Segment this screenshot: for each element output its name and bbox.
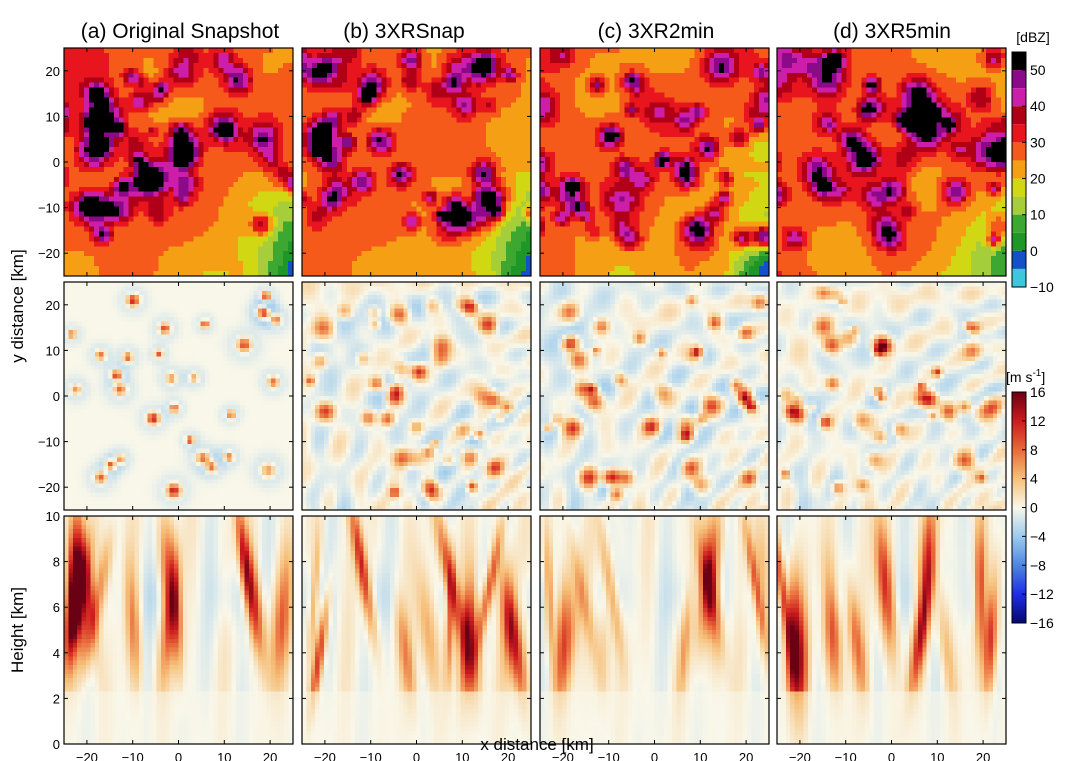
y-tick-label: −10 xyxy=(38,435,60,450)
panel-vertical-velocity-plan-3 xyxy=(540,282,770,511)
y-tick-label: −10 xyxy=(38,201,60,216)
panel-reflectivity-2 xyxy=(302,48,532,277)
panel-vertical-velocity-plan-1: 20 10 0 −10 −20 xyxy=(38,282,294,511)
colorbar-tick-label: 20 xyxy=(1030,171,1046,187)
colorbar-tick-label: 0 xyxy=(1030,500,1038,516)
colorbar-band xyxy=(1012,197,1026,215)
x-tick-label: −20 xyxy=(789,750,811,761)
colorbar-band xyxy=(1012,160,1026,178)
x-tick-label: −10 xyxy=(360,750,382,761)
x-tick-label: 10 xyxy=(455,750,469,761)
y-tick-label: 20 xyxy=(46,64,60,79)
panel-titles: (a) Original Snapshot (b) 3XRSnap (c) 3XR2… xyxy=(81,20,951,43)
panel-title: (a) Original Snapshot xyxy=(81,20,280,43)
y-tick-label: −20 xyxy=(38,480,60,495)
y-tick-label: 10 xyxy=(46,509,60,524)
colorbar-tick-label: 8 xyxy=(1030,442,1038,458)
panel-title: (b) 3XRSnap xyxy=(343,20,464,43)
colorbar-band xyxy=(1012,215,1026,233)
colorbar-band xyxy=(1012,52,1026,70)
panel-vertical-velocity-section-2: −20 −10 0 10 20 xyxy=(302,516,532,761)
y-tick-label: 6 xyxy=(53,600,60,615)
colorbar-tick-label: −10 xyxy=(1030,279,1054,295)
panel-title: (c) 3XR2min xyxy=(598,20,715,43)
panel-reflectivity-4 xyxy=(777,48,1007,277)
reflectivity-colorbar: 50 40 30 20 10 0 −10 [dBZ] xyxy=(1012,29,1054,295)
colorbar-band xyxy=(1012,269,1026,287)
x-tick-label: −10 xyxy=(598,750,620,761)
x-tick-label: −20 xyxy=(314,750,336,761)
y-tick-label: 8 xyxy=(53,555,60,570)
y-axis-label: Height [km] xyxy=(8,587,27,673)
colorbar-band xyxy=(1012,88,1026,106)
y-tick-label: 10 xyxy=(46,109,60,124)
colorbar-band xyxy=(1012,124,1026,142)
x-tick-label: 10 xyxy=(930,750,944,761)
colorbar-tick-label: 16 xyxy=(1030,384,1046,400)
panel-title: (d) 3XR5min xyxy=(833,20,951,43)
panel-vertical-velocity-plan-2 xyxy=(302,282,532,511)
panel-vertical-velocity-section-4: −20 −10 0 10 20 xyxy=(777,516,1007,761)
colorbar-unit: [dBZ] xyxy=(1016,29,1049,45)
x-tick-label: 0 xyxy=(888,750,895,761)
colorbar-tick-label: −12 xyxy=(1030,586,1054,602)
x-tick-label: 20 xyxy=(739,750,753,761)
colorbar-band xyxy=(1012,70,1026,88)
x-tick-label: −10 xyxy=(835,750,857,761)
colorbar-tick-label: 0 xyxy=(1030,243,1038,259)
colorbar-band xyxy=(1012,233,1026,251)
colorbar-band xyxy=(1012,179,1026,197)
colorbar-tick-label: 50 xyxy=(1030,62,1046,78)
x-tick-label: −20 xyxy=(76,750,98,761)
x-tick-label: 0 xyxy=(175,750,182,761)
y-axis-label: y distance [km] xyxy=(8,249,27,362)
colorbar-band xyxy=(1012,251,1026,269)
panel-reflectivity-3 xyxy=(540,48,770,277)
y-tick-label: 20 xyxy=(46,298,60,313)
x-tick-label: 0 xyxy=(651,750,658,761)
x-tick-label: 10 xyxy=(217,750,231,761)
y-tick-label: 0 xyxy=(53,389,60,404)
y-tick-label: −20 xyxy=(38,246,60,261)
y-tick-label: 0 xyxy=(53,737,60,752)
velocity-colorbar: 16 12 8 4 0 −4 −8 −12 −16 [m s-1] xyxy=(1006,368,1054,631)
colorbar-band xyxy=(1012,106,1026,124)
colorbar-tick-label: 10 xyxy=(1030,207,1046,223)
colorbar-tick-label: −16 xyxy=(1030,615,1054,631)
x-axis-label: x distance [km] xyxy=(480,735,593,754)
x-tick-label: 10 xyxy=(693,750,707,761)
colorbar-tick-label: 30 xyxy=(1030,134,1046,150)
x-tick-label: 20 xyxy=(976,750,990,761)
x-tick-label: 20 xyxy=(263,750,277,761)
x-tick-label: −10 xyxy=(122,750,144,761)
colorbar-tick-label: −4 xyxy=(1030,528,1046,544)
colorbar-tick-label: 12 xyxy=(1030,413,1046,429)
panel-reflectivity-1: 20 10 0 −10 −20 xyxy=(38,48,294,277)
y-tick-label: 10 xyxy=(46,343,60,358)
colorbar-tick-label: 40 xyxy=(1030,98,1046,114)
y-tick-label: 4 xyxy=(53,646,60,661)
figure-canvas: 20100−10−2020100−10−20−20 −10 0 10 201086420… xyxy=(0,0,1075,761)
colorbar-tick-label: 4 xyxy=(1030,471,1038,487)
x-tick-label: 0 xyxy=(413,750,420,761)
panel-vertical-velocity-plan-4 xyxy=(777,282,1007,511)
colorbar-unit: [m s-1] xyxy=(1006,368,1045,385)
colorbar-tick-label: −8 xyxy=(1030,557,1046,573)
panel-vertical-velocity-section-3: −20 −10 0 10 20 xyxy=(540,516,770,761)
y-tick-label: 2 xyxy=(53,691,60,706)
y-tick-label: 0 xyxy=(53,155,60,170)
colorbar-band xyxy=(1012,142,1026,160)
